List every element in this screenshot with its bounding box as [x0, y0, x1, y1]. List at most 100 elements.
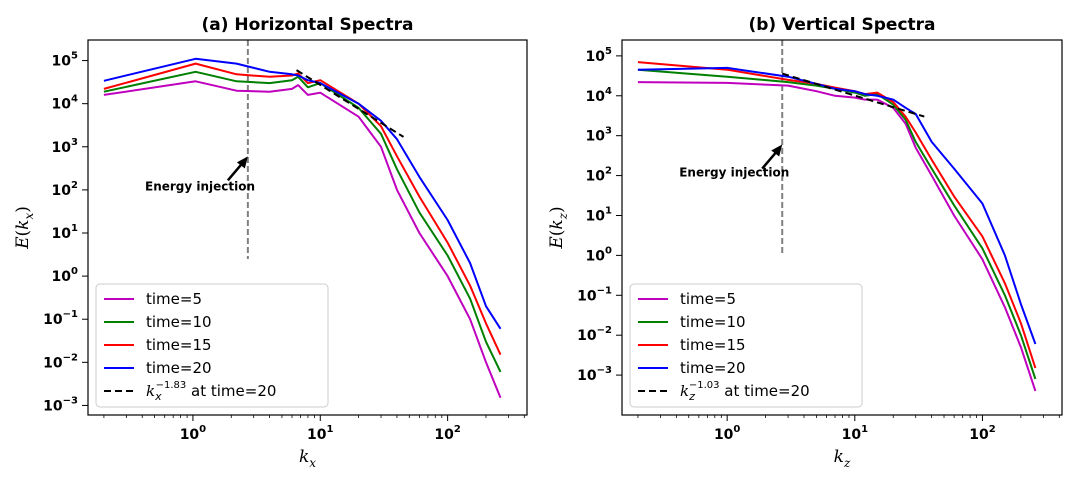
x-axis-label: kz — [834, 447, 851, 470]
y-tick-label: 101 — [52, 223, 78, 242]
tick-base: 10 — [52, 97, 72, 113]
legend: time=5 time=10 time=15 time=20 kz−1.03 at ti… — [629, 283, 863, 408]
legend-entry: time=15 — [680, 336, 746, 354]
chart-title: (a) Horizontal Spectra — [201, 15, 413, 35]
y-label-subscript: x — [22, 213, 36, 220]
x-label-subscript: z — [843, 456, 851, 470]
tick-exponent: 5 — [605, 46, 612, 57]
x-label-symbol: k — [299, 447, 309, 467]
x-label-symbol: k — [834, 447, 844, 467]
legend-superscript: −1.83 — [156, 380, 187, 391]
tick-exponent: 4 — [605, 86, 612, 97]
y-tick-label: 10−2 — [577, 325, 612, 344]
tick-exponent: 0 — [199, 424, 206, 435]
tick-exponent: 2 — [454, 424, 461, 435]
tick-base: 10 — [43, 312, 63, 328]
tick-base: 10 — [52, 269, 72, 285]
y-tick-label: 10−3 — [43, 395, 78, 414]
tick-exponent: −3 — [63, 395, 78, 406]
tick-base: 10 — [577, 328, 597, 344]
annotation-text: Energy injection — [145, 179, 255, 193]
tick-exponent: 1 — [605, 205, 612, 216]
x-tick-label: 100 — [714, 424, 740, 443]
y-tick-label: 102 — [52, 180, 78, 199]
annotation-text: Energy injection — [679, 165, 789, 179]
x-axis-label: kx — [299, 447, 316, 470]
tick-base: 10 — [586, 248, 606, 264]
tick-exponent: 0 — [733, 424, 740, 435]
series-line-time-15 — [637, 61, 1037, 369]
tick-base: 10 — [307, 427, 327, 443]
legend-entry: time=5 — [680, 290, 736, 308]
legend-subscript: z — [688, 390, 695, 403]
y-label-paren: ) — [13, 206, 33, 213]
y-axis-label: E(kz) — [547, 206, 570, 249]
x-tick-label: 101 — [307, 424, 333, 443]
y-label-paren: ) — [547, 206, 567, 213]
tick-exponent: 3 — [605, 126, 612, 137]
y-label-paren: ( — [547, 230, 567, 237]
tick-exponent: −2 — [597, 325, 612, 336]
y-tick-label: 104 — [586, 86, 612, 105]
plot-frame — [621, 39, 1063, 416]
legend-entry: time=20 — [146, 359, 212, 377]
y-tick-label: 103 — [52, 137, 78, 156]
tick-exponent: 0 — [71, 266, 78, 277]
y-tick-label: 103 — [586, 126, 612, 145]
tick-base: 10 — [714, 427, 734, 443]
tick-exponent: 3 — [71, 137, 78, 148]
tick-base: 10 — [969, 427, 989, 443]
tick-exponent: −1 — [597, 285, 612, 296]
y-tick-label: 10−3 — [577, 365, 612, 384]
y-tick-label: 105 — [52, 51, 78, 70]
series-line-time-10 — [103, 70, 502, 373]
legend-text: at time=20 — [720, 382, 810, 400]
x-tick-label: 101 — [842, 424, 868, 443]
y-label-k: k — [547, 219, 567, 229]
tick-exponent: 1 — [71, 223, 78, 234]
power-law-fit-line — [295, 69, 405, 138]
legend-entry: time=10 — [680, 313, 746, 331]
legend-entry: kz−1.03 at time=20 — [680, 380, 810, 403]
tick-base: 10 — [586, 49, 606, 65]
y-tick-label: 10−1 — [43, 309, 78, 328]
tick-exponent: 1 — [327, 424, 334, 435]
y-label-subscript: z — [556, 212, 570, 220]
x-label-subscript: x — [309, 456, 316, 470]
y-label-symbol: E — [13, 236, 33, 250]
tick-base: 10 — [434, 427, 454, 443]
y-tick-label: 104 — [52, 94, 78, 113]
tick-exponent: 2 — [71, 180, 78, 191]
legend-box — [629, 283, 863, 408]
legend-entry: time=20 — [680, 359, 746, 377]
tick-base: 10 — [586, 169, 606, 185]
tick-base: 10 — [52, 140, 72, 156]
y-label-k: k — [13, 220, 33, 230]
annotation-arrow-head — [771, 144, 783, 157]
legend-box — [95, 283, 329, 408]
legend-entry: kx−1.83 at time=20 — [146, 380, 276, 403]
plot-frame — [87, 39, 528, 416]
tick-base: 10 — [52, 226, 72, 242]
series-line-time-15 — [103, 62, 502, 356]
legend-superscript: −1.03 — [689, 380, 720, 391]
legend: time=5 time=10 time=15 time=20 kx−1.83 at ti… — [95, 283, 329, 408]
tick-base: 10 — [43, 355, 63, 371]
tick-base: 10 — [43, 398, 63, 414]
tick-exponent: 5 — [71, 51, 78, 62]
y-tick-label: 105 — [586, 46, 612, 65]
tick-exponent: 0 — [605, 245, 612, 256]
y-tick-label: 10−2 — [43, 352, 78, 371]
series-line-time-20 — [103, 57, 502, 330]
tick-base: 10 — [52, 183, 72, 199]
legend-subscript: x — [154, 390, 162, 403]
x-tick-label: 102 — [434, 424, 460, 443]
y-axis-label: E(kx) — [13, 206, 36, 250]
annotation-arrow-head — [236, 156, 248, 169]
tick-base: 10 — [586, 129, 606, 145]
tick-exponent: 2 — [605, 166, 612, 177]
power-law-fit-line — [781, 72, 925, 118]
y-label-paren: ( — [13, 230, 33, 237]
